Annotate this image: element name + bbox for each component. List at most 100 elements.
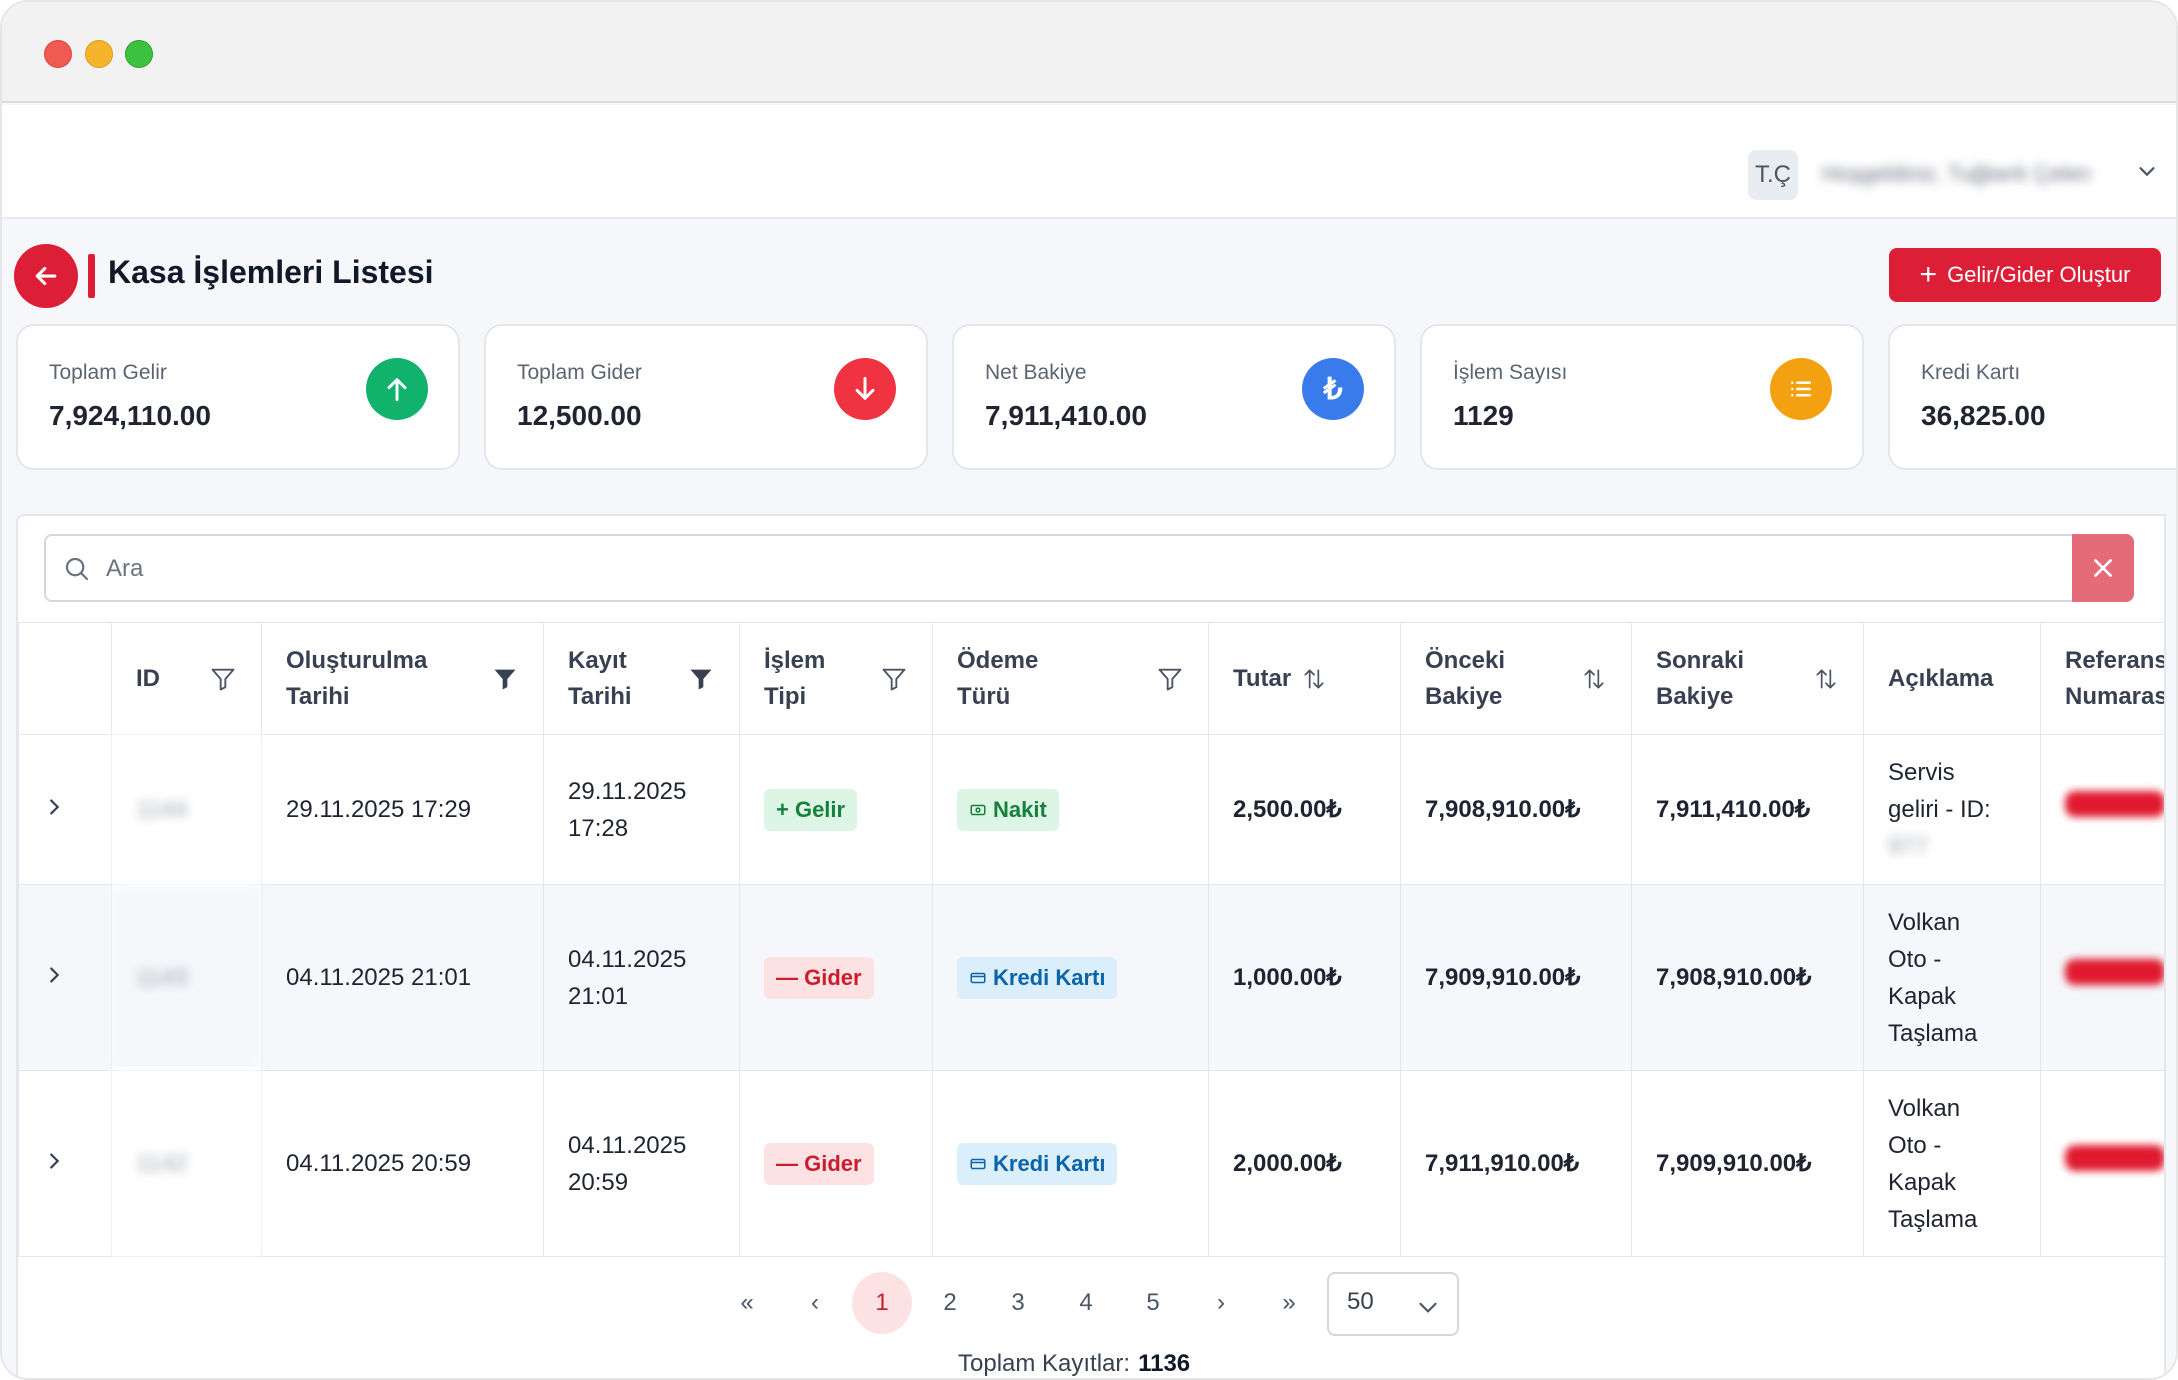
total-records: Toplam Kayıtlar: 1136 [958,1350,1191,1377]
stat-label: Toplam Gelir [49,361,167,384]
column-header-record-date[interactable]: Kayıt Tarihi [543,622,740,735]
cell-record-date: 29.11.2025 17:28 [543,734,740,885]
expense-badge: — Gider [764,1142,874,1185]
previous-page-button[interactable]: ‹ [811,1289,819,1316]
column-header-next-balance[interactable]: Sonraki Bakiye [1631,622,1864,735]
sort-icon[interactable] [1581,666,1607,692]
close-window-button[interactable] [44,40,72,68]
minimize-window-button[interactable] [85,40,113,68]
filter-icon[interactable] [880,665,908,693]
stat-value: 7,924,110.00 [49,400,211,431]
filter-active-icon[interactable] [491,665,519,693]
cell-created-date: 29.11.2025 17:29 [261,734,544,885]
filter-icon[interactable] [209,665,237,693]
user-menu-chevron-icon[interactable] [2136,160,2158,188]
cell-reference-number [2040,884,2164,1071]
first-page-button[interactable]: « [740,1289,754,1316]
chevron-right-icon[interactable] [43,793,65,824]
cell-next-balance: 7,908,910.00₺ [1631,884,1864,1071]
expense-badge: — Gider [764,956,874,999]
filter-active-icon[interactable] [687,665,715,693]
plus-icon: + [1919,258,1938,291]
table-row[interactable]: 1142 04.11.2025 20:59 04.11.2025 20:59 — … [18,1070,2164,1257]
page-5-button[interactable]: 5 [1146,1289,1160,1316]
cell-payment-type: Kredi Kartı [932,884,1209,1071]
cash-icon [970,804,986,815]
cell-transaction-type: — Gider [739,884,933,1071]
cell-next-balance: 7,911,410.00₺ [1631,734,1864,885]
column-header-payment-type[interactable]: Ödeme Türü [932,622,1209,735]
chevron-right-icon[interactable] [43,1147,65,1178]
lira-icon: ₺ [1302,358,1364,420]
cell-previous-balance: 7,908,910.00₺ [1400,734,1632,885]
column-header-expand [18,622,112,735]
cell-next-balance: 7,909,910.00₺ [1631,1070,1864,1257]
cell-id: 1144 [111,734,262,885]
expand-row-button[interactable] [18,884,112,1071]
cell-amount: 2,500.00₺ [1208,734,1401,885]
stat-card-transaction-count: İşlem Sayısı 1129 [1420,324,1864,470]
maximize-window-button[interactable] [125,40,153,68]
table-row[interactable]: 1144 29.11.2025 17:29 29.11.2025 17:28 + … [18,734,2164,885]
credit-card-icon [970,972,986,983]
cell-payment-type: Nakit [932,734,1209,885]
close-icon [2094,559,2112,577]
page-3-button[interactable]: 3 [1011,1289,1025,1316]
back-button[interactable] [14,244,78,308]
income-badge: + Gelir [764,788,858,831]
stat-card-net-balance: Net Bakiye 7,911,410.00 ₺ [952,324,1396,470]
cell-record-date: 04.11.2025 20:59 [543,1070,740,1257]
welcome-text[interactable]: Hoşgeldiniz, Tuğberk Çelen [1822,161,2092,186]
user-avatar[interactable]: T.Ç [1748,150,1798,200]
top-navbar: T.Ç Hoşgeldiniz, Tuğberk Çelen [2,105,2176,219]
reference-tag [2065,1145,2164,1171]
clear-search-button[interactable] [2072,534,2134,602]
sort-icon[interactable] [1813,666,1839,692]
page-title: Kasa İşlemleri Listesi [108,254,434,290]
stat-card-total-income: Toplam Gelir 7,924,110.00 [16,324,460,470]
chevron-right-icon[interactable] [43,961,65,992]
stat-card-credit-card: Kredi Kartı 36,825.00 [1888,324,2176,470]
next-page-button[interactable]: › [1217,1289,1225,1316]
page-4-button[interactable]: 4 [1079,1289,1093,1316]
page-1-button[interactable]: 1 [852,1272,912,1334]
page-size-select[interactable]: 50 [1327,1272,1459,1336]
expand-row-button[interactable] [18,1070,112,1257]
cash-badge: Nakit [957,788,1059,831]
stat-label: Net Bakiye [985,361,1087,384]
cell-previous-balance: 7,911,910.00₺ [1400,1070,1632,1257]
credit-card-badge: Kredi Kartı [957,956,1118,999]
cell-amount: 1,000.00₺ [1208,884,1401,1071]
reference-tag [2065,791,2164,817]
column-header-previous-balance[interactable]: Önceki Bakiye [1400,622,1632,735]
stat-card-total-expense: Toplam Gider 12,500.00 [484,324,928,470]
sort-icon[interactable] [1301,666,1327,692]
page-2-button[interactable]: 2 [943,1289,957,1316]
search-icon [62,554,92,589]
cell-id: 1142 [111,1070,262,1257]
table-row[interactable]: 1143 04.11.2025 21:01 04.11.2025 21:01 — … [18,884,2164,1071]
filter-icon[interactable] [1156,665,1184,693]
page-size-value: 50 [1347,1288,1374,1315]
last-page-button[interactable]: » [1282,1289,1296,1316]
reference-tag [2065,959,2164,985]
create-income-expense-button[interactable]: + Gelir/Gider Oluştur [1889,248,2161,302]
create-button-label: Gelir/Gider Oluştur [1947,262,2131,287]
column-header-amount[interactable]: Tutar [1208,622,1401,735]
chevron-down-icon [1415,1294,1441,1325]
window-titlebar [2,2,2176,103]
cell-payment-type: Kredi Kartı [932,1070,1209,1257]
cell-created-date: 04.11.2025 21:01 [261,884,544,1071]
column-header-reference-number: Referans Numarası [2040,622,2164,735]
table-header-row: ID Oluşturulma Tarihi Kayıt Tarihi İşlem Ti… [18,622,2164,735]
column-header-created-date[interactable]: Oluşturulma Tarihi [261,622,544,735]
expand-row-button[interactable] [18,734,112,885]
search-input[interactable] [106,550,2006,588]
arrow-left-icon [35,266,57,286]
total-records-count: 1136 [1138,1350,1191,1377]
column-header-transaction-type[interactable]: İşlem Tipi [739,622,933,735]
search-box [44,534,2084,602]
column-header-id[interactable]: ID [111,622,262,735]
